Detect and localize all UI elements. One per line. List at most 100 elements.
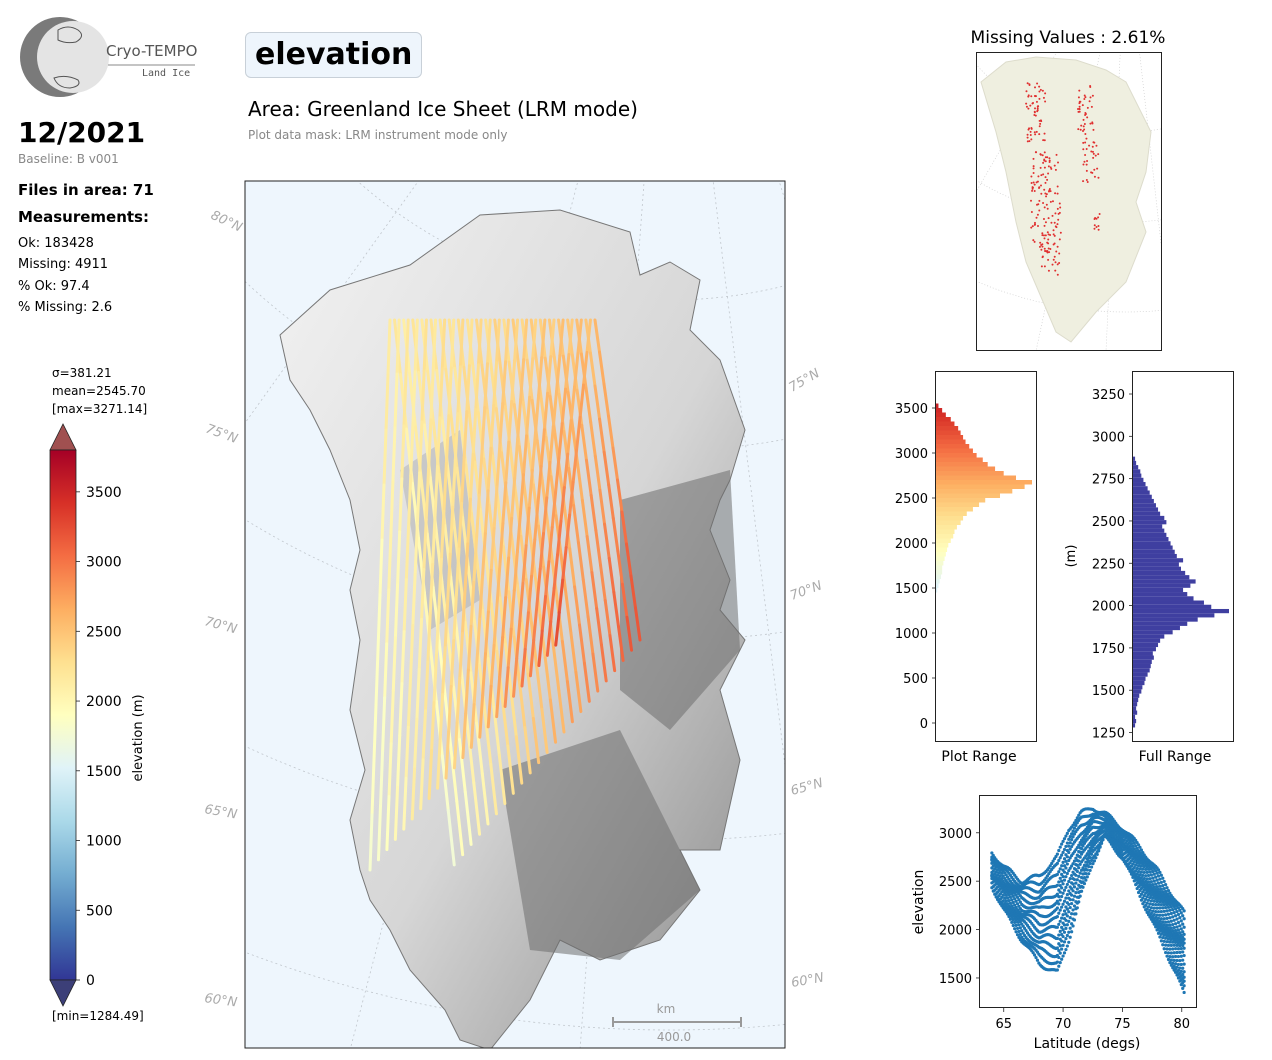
histogram-bar	[936, 457, 983, 462]
scatter-point	[1064, 896, 1068, 900]
track-segment	[447, 684, 453, 734]
missing-point	[1045, 195, 1048, 198]
scatter-point	[1173, 940, 1178, 944]
scatter-point	[1072, 821, 1077, 825]
missing-point	[1091, 122, 1094, 125]
histogram-bar	[936, 466, 996, 471]
track-segment	[603, 599, 612, 638]
scatter-point	[1072, 877, 1077, 882]
histogram-bar	[1133, 583, 1191, 588]
missing-values-map	[976, 52, 1162, 351]
colorbar-axis-label: elevation (m)	[131, 694, 146, 781]
scatter-point	[1165, 909, 1169, 913]
scatter-point	[1055, 872, 1059, 877]
histogram-bar	[1133, 685, 1143, 690]
scatter-point	[1138, 861, 1142, 865]
scatter-point	[1155, 928, 1159, 932]
track-segment	[576, 318, 583, 356]
missing-point	[1053, 255, 1056, 258]
scatter-point	[1161, 876, 1165, 880]
histogram-bar	[1133, 515, 1165, 521]
scatter-point	[1108, 840, 1112, 844]
track-segment	[489, 644, 496, 688]
plot-range-histogram: 0 500 1000 1500 2000 2500 3000 3500 Plot Range	[895, 371, 1037, 765]
histogram-bar	[1133, 621, 1188, 626]
missing-point	[1058, 211, 1061, 214]
missing-point	[1026, 133, 1029, 136]
track-segment	[535, 664, 544, 711]
missing-point	[1030, 226, 1033, 229]
scatter-point	[1173, 962, 1178, 966]
track-segment	[513, 318, 520, 363]
scatter-point	[990, 876, 994, 881]
scatter-point	[1164, 889, 1168, 893]
histogram-bar	[936, 520, 961, 525]
missing-point	[1090, 150, 1093, 153]
scatter-point	[990, 886, 994, 890]
scatter-point	[1075, 845, 1079, 850]
scatter-point	[1178, 931, 1182, 935]
scatter-point	[1061, 943, 1065, 947]
missing-point	[1036, 82, 1039, 85]
scatter-point	[1155, 899, 1159, 904]
track-segment	[424, 468, 431, 522]
missing-point	[1030, 95, 1033, 98]
track-segment	[404, 725, 410, 780]
scatter-point	[997, 871, 1001, 875]
scatter-point	[1070, 864, 1074, 868]
scatter-point	[1182, 962, 1186, 966]
scatter-point	[1050, 861, 1054, 866]
track-segment	[527, 468, 534, 510]
scatter-point	[1152, 906, 1156, 910]
missing-point	[1030, 175, 1033, 178]
track-segment	[413, 318, 419, 374]
missing-point	[1040, 174, 1043, 177]
colorbar-mean: mean=2545.70	[52, 384, 146, 398]
track-segment	[598, 417, 606, 454]
track-segment	[387, 742, 393, 799]
track-segment	[454, 547, 461, 597]
pct-missing: % Missing: 2.6	[18, 300, 113, 315]
track-segment	[533, 501, 540, 542]
lat-label-right-60: 60°N	[790, 970, 825, 991]
scatter-point	[1109, 842, 1114, 846]
histogram-bar	[1133, 655, 1154, 660]
scatter-point	[1018, 932, 1022, 937]
track-segment	[432, 653, 439, 705]
scatter-point	[1164, 943, 1168, 947]
scatter-point	[1182, 990, 1186, 995]
missing-point	[1054, 168, 1057, 171]
scatter-point	[1149, 899, 1153, 903]
missing-point	[1037, 175, 1040, 178]
missing-point	[1043, 159, 1046, 162]
missing-point	[1093, 227, 1096, 230]
track-segment	[458, 318, 465, 369]
track-segment	[402, 578, 408, 634]
track-segment	[413, 522, 419, 577]
scatter-point	[1139, 870, 1144, 874]
scatter-point	[1155, 913, 1159, 917]
track-segment	[557, 578, 565, 615]
scatter-point	[1072, 894, 1077, 898]
scatter-point	[1175, 909, 1179, 914]
track-segment	[521, 544, 528, 585]
histogram-bar	[1133, 473, 1142, 478]
histogram-bar	[1133, 613, 1215, 618]
missing-point	[1031, 102, 1034, 105]
histogram-bar	[936, 583, 939, 588]
track-segment	[539, 428, 546, 468]
track-segment	[599, 563, 607, 603]
scatter-point	[1176, 912, 1181, 917]
missing-point	[1033, 190, 1036, 193]
scatter-point	[1164, 883, 1168, 887]
track-segment	[545, 460, 552, 500]
track-segment	[602, 382, 610, 418]
missing-point	[1034, 133, 1037, 136]
scatter-point	[1175, 973, 1179, 977]
histogram-bar	[1133, 482, 1146, 487]
missing-point	[1041, 243, 1044, 246]
scatter-point	[1015, 933, 1020, 937]
scatter-point	[1051, 859, 1055, 863]
missing-point	[1056, 223, 1059, 226]
scatter-point	[1088, 855, 1092, 860]
